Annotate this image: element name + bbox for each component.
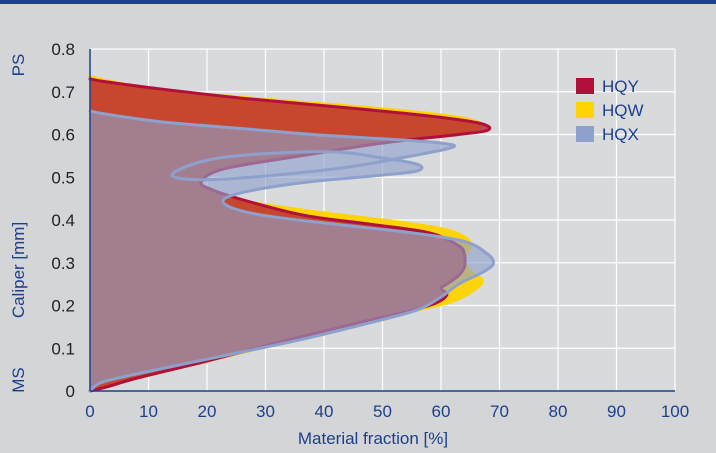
top-accent-bar [0, 0, 716, 4]
y-tick-label: 0.1 [51, 339, 75, 358]
series-area-hqx [90, 111, 494, 391]
ms-side-label: MS [9, 367, 28, 393]
x-tick-label: 30 [256, 402, 275, 421]
y-tick-label: 0.8 [51, 40, 75, 59]
y-tick-label: 0.7 [51, 83, 75, 102]
x-tick-labels: 0 10 20 30 40 50 60 70 80 90 100 [85, 402, 689, 421]
y-tick-labels: 0 0.1 0.2 0.3 0.4 0.5 0.6 0.7 0.8 [51, 40, 75, 401]
y-tick-label: 0 [66, 382, 75, 401]
y-axis-label: Caliper [mm] [9, 222, 28, 318]
legend-swatch-hqx [576, 126, 594, 142]
series-line-hqx [88, 109, 496, 393]
x-tick-label: 50 [373, 402, 392, 421]
legend-swatch-hqy [576, 78, 594, 94]
y-tick-label: 0.6 [51, 126, 75, 145]
x-tick-label: 0 [85, 402, 94, 421]
ps-side-label: PS [9, 54, 28, 77]
series-areas [88, 75, 496, 393]
x-tick-label: 10 [139, 402, 158, 421]
y-tick-label: 0.4 [51, 211, 75, 230]
x-tick-label: 60 [432, 402, 451, 421]
x-tick-label: 20 [198, 402, 217, 421]
legend-label-hqy: HQY [602, 77, 639, 96]
x-tick-label: 80 [549, 402, 568, 421]
axes [89, 49, 675, 392]
x-tick-label: 100 [661, 402, 689, 421]
x-axis-label: Material fraction [%] [298, 429, 448, 448]
x-tick-label: 40 [315, 402, 334, 421]
legend-label-hqx: HQX [602, 125, 639, 144]
y-tick-label: 0.3 [51, 254, 75, 273]
y-tick-label: 0.5 [51, 168, 75, 187]
legend: HQY HQW HQX [576, 77, 644, 144]
x-tick-label: 70 [490, 402, 509, 421]
legend-swatch-hqw [576, 102, 594, 118]
legend-label-hqw: HQW [602, 101, 644, 120]
y-tick-label: 0.2 [51, 297, 75, 316]
x-tick-label: 90 [607, 402, 626, 421]
